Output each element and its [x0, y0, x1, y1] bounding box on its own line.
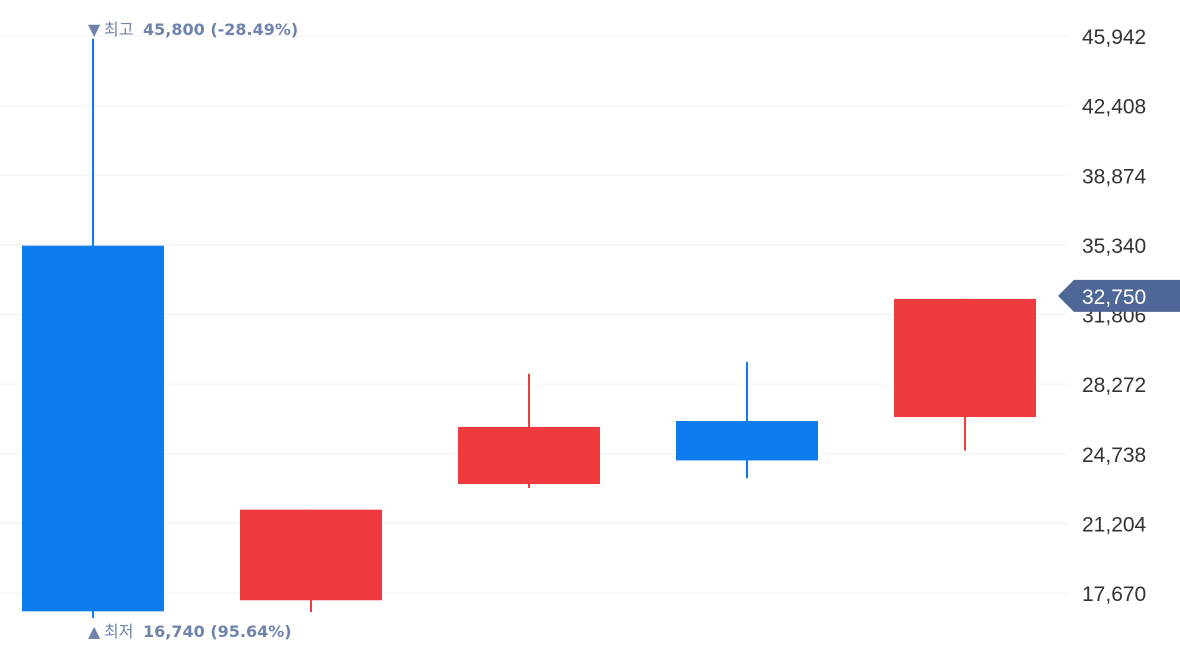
low-marker-label: 최저 — [104, 622, 133, 641]
high-marker-label: 최고 — [104, 20, 133, 39]
y-tick-label: 35,340 — [1082, 235, 1146, 258]
high-marker-arrow: ▼ — [88, 20, 101, 39]
candle — [22, 38, 164, 619]
y-tick-label: 21,204 — [1082, 513, 1147, 536]
grid-lines — [0, 35, 1068, 594]
low-marker-value: 16,740 (95.64%) — [143, 622, 292, 641]
candle-body — [676, 421, 818, 461]
high-marker: ▼ 최고 45,800 (-28.49%) — [88, 20, 298, 39]
current-price-badge-shape — [1058, 279, 1180, 312]
current-price-label: 32,750 — [1082, 286, 1146, 309]
y-tick-label: 38,874 — [1082, 165, 1147, 188]
candle — [240, 509, 382, 613]
candle-body — [240, 509, 382, 601]
low-marker-arrow: ▲ — [88, 622, 101, 641]
y-tick-label: 28,272 — [1082, 374, 1146, 397]
current-price-badge: 32,750 — [1058, 279, 1180, 312]
candle — [676, 361, 818, 479]
y-tick-label: 45,942 — [1082, 26, 1146, 49]
high-marker-value: 45,800 (-28.49%) — [143, 20, 298, 39]
candle-body — [22, 245, 164, 612]
y-axis: 45,94242,40838,87435,34031,80628,27224,7… — [1082, 26, 1147, 606]
y-tick-label: 24,738 — [1082, 444, 1146, 467]
candle — [894, 298, 1036, 451]
candles — [22, 38, 1036, 619]
candle-body — [894, 298, 1036, 418]
candle — [458, 373, 600, 488]
y-tick-label: 42,408 — [1082, 96, 1146, 119]
candle-body — [458, 426, 600, 485]
low-marker: ▲ 최저 16,740 (95.64%) — [88, 622, 292, 641]
y-tick-label: 17,670 — [1082, 583, 1146, 606]
